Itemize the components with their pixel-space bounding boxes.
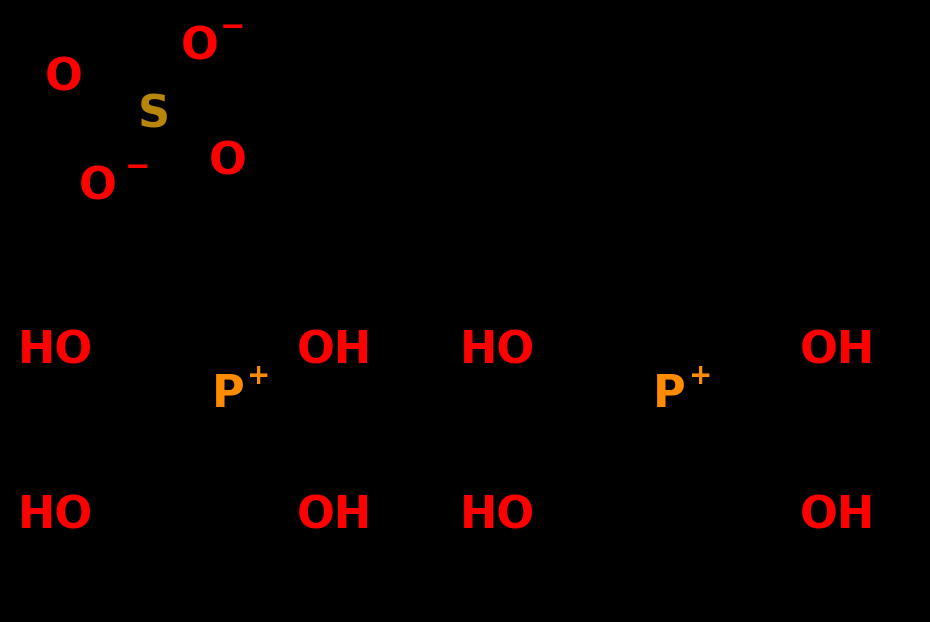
- Text: OH: OH: [800, 330, 874, 373]
- Text: O: O: [79, 165, 116, 208]
- Text: O: O: [45, 56, 82, 100]
- Text: +: +: [246, 362, 271, 391]
- Text: P: P: [211, 373, 245, 417]
- Text: OH: OH: [298, 494, 372, 538]
- Text: HO: HO: [19, 494, 93, 538]
- Text: HO: HO: [460, 494, 535, 538]
- Text: P: P: [653, 373, 686, 417]
- Text: HO: HO: [460, 330, 535, 373]
- Text: −: −: [125, 154, 151, 182]
- Text: OH: OH: [298, 330, 372, 373]
- Text: OH: OH: [800, 494, 874, 538]
- Text: S: S: [138, 93, 169, 137]
- Text: +: +: [688, 362, 712, 391]
- Text: O: O: [181, 25, 219, 68]
- Text: HO: HO: [19, 330, 93, 373]
- Text: −: −: [219, 14, 246, 42]
- Text: O: O: [209, 140, 246, 183]
